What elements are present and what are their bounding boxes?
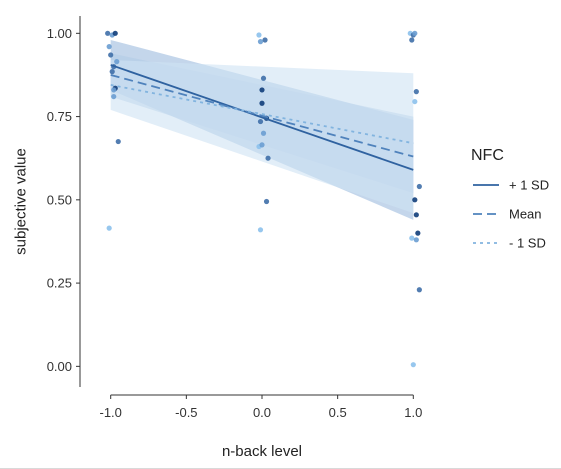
x-tick-label: -1.0 [99,405,121,420]
data-point [413,212,419,218]
legend: NFC + 1 SD Mean - 1 SD [471,147,549,251]
x-tick-label: 0.5 [329,405,347,420]
data-point [415,230,421,236]
data-point [112,30,118,36]
data-point [256,32,262,38]
data-point [259,100,265,106]
data-point [257,227,264,233]
data-point [412,197,418,203]
data-point [416,183,422,190]
data-point [263,198,270,205]
data-point [109,69,115,75]
data-point [257,39,264,45]
data-point [413,89,419,95]
data-point [416,287,422,293]
regression-line-0 [110,64,414,171]
legend-label-1: Mean [509,207,542,222]
data-point [265,155,271,161]
y-tick-label: 0.50 [47,192,72,207]
y-tick-label: 1.00 [47,26,72,41]
regression-line-1 [110,74,414,158]
axes [76,16,414,399]
x-tick-label: 1.0 [404,405,422,420]
data-point [262,37,268,43]
tick-labels: 0.00 0.25 0.50 0.75 1.00 -1.0 -0.5 0.0 0.5 1.0 [47,26,423,420]
data-point [259,142,265,148]
data-point [106,225,112,231]
x-tick-label: 0.0 [253,405,271,420]
data-point [105,30,111,36]
data-point [114,59,120,65]
data-point [412,98,418,105]
data-point [410,362,416,368]
y-tick-label: 0.75 [47,109,72,124]
x-axis-title: n-back level [222,443,302,460]
regression-line-2 [110,84,414,145]
data-point [108,52,114,58]
data-point [260,130,267,136]
data-point [413,237,419,243]
data-point [111,87,117,93]
data-point [412,30,418,36]
data-point [260,75,267,81]
data-point [257,118,264,125]
data-point [115,138,121,145]
data-point [259,87,265,93]
data-point [409,235,415,241]
confidence-bands [110,39,414,220]
data-point [111,93,117,100]
y-axis-title: subjective value [12,148,29,255]
legend-label-2: - 1 SD [509,236,546,251]
confidence-band-2 [110,59,414,214]
y-tick-label: 0.00 [47,359,72,374]
legend-title: NFC [471,147,504,164]
regression-lines [110,64,414,171]
data-point [409,37,415,43]
y-tick-label: 0.25 [47,276,72,291]
x-tick-label: -0.5 [175,405,197,420]
legend-label-0: + 1 SD [509,178,549,193]
data-point [106,44,112,50]
